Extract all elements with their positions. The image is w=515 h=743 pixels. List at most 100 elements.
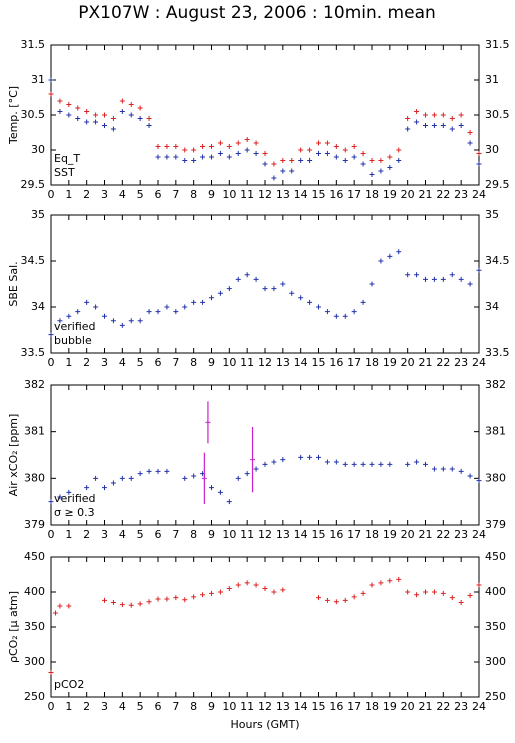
data-point xyxy=(235,475,241,481)
data-point xyxy=(102,485,107,491)
data-point xyxy=(128,318,134,324)
x-tick-label: 5 xyxy=(137,528,144,541)
plot-frame xyxy=(50,556,480,698)
x-tick-label: 21 xyxy=(419,356,433,369)
data-point xyxy=(84,109,90,114)
data-point xyxy=(378,168,384,174)
data-point xyxy=(405,272,411,278)
data-point xyxy=(396,158,402,163)
data-point xyxy=(209,295,214,301)
data-point xyxy=(298,147,304,153)
data-point xyxy=(449,466,455,472)
y-tick-label: 29.5 xyxy=(485,178,510,191)
x-tick-label: 7 xyxy=(172,528,179,541)
data-point xyxy=(75,105,81,111)
plot-frame xyxy=(50,214,480,354)
data-point xyxy=(146,123,152,128)
x-tick-label: 12 xyxy=(258,188,272,201)
data-point xyxy=(467,130,473,135)
x-tick-label: 15 xyxy=(312,700,326,713)
y-tick-label: 380 xyxy=(24,471,45,484)
x-tick-label: 21 xyxy=(419,188,433,201)
x-tick-label: 3 xyxy=(101,188,108,201)
data-point xyxy=(405,461,411,467)
x-tick-label: 1 xyxy=(65,700,72,713)
data-point xyxy=(84,485,90,491)
data-point xyxy=(262,586,268,591)
x-tick-label: 16 xyxy=(329,700,343,713)
data-point xyxy=(414,592,420,598)
x-tick-label: 23 xyxy=(454,700,468,713)
data-point xyxy=(209,590,214,596)
data-point xyxy=(191,147,197,153)
data-point xyxy=(209,485,214,491)
x-tick-label: 0 xyxy=(48,188,55,201)
data-point xyxy=(458,276,464,282)
data-point xyxy=(378,580,384,586)
data-point xyxy=(369,461,375,467)
data-point xyxy=(431,123,437,128)
data-point xyxy=(351,461,357,467)
data-point xyxy=(110,126,116,132)
y-tick-label: 30 xyxy=(485,143,499,156)
y-tick-label: 31 xyxy=(485,73,499,86)
x-tick-label: 10 xyxy=(222,528,236,541)
data-point xyxy=(333,154,339,160)
data-point xyxy=(244,272,250,278)
x-tick-label: 24 xyxy=(472,356,486,369)
y-tick-label: 382 xyxy=(24,378,45,391)
x-tick-label: 2 xyxy=(83,188,90,201)
data-point xyxy=(476,161,482,167)
y-tick-label: 34.5 xyxy=(21,254,46,267)
y-tick-label: 350 xyxy=(24,620,45,633)
data-point xyxy=(316,595,321,601)
x-tick-label: 15 xyxy=(312,356,326,369)
data-point xyxy=(200,144,206,149)
x-tick-label: 7 xyxy=(172,356,179,369)
data-point xyxy=(307,454,313,460)
data-point xyxy=(155,468,161,474)
data-point xyxy=(250,457,256,463)
data-point xyxy=(271,286,277,292)
data-point xyxy=(191,299,197,305)
data-point xyxy=(146,309,152,315)
data-point xyxy=(289,158,295,163)
data-point xyxy=(182,147,188,153)
data-point xyxy=(217,151,223,156)
y-tick-label: 33.5 xyxy=(485,346,510,359)
data-point xyxy=(253,151,259,156)
x-tick-label: 0 xyxy=(48,356,55,369)
x-tick-label: 9 xyxy=(208,356,215,369)
x-tick-label: 18 xyxy=(365,188,379,201)
data-point xyxy=(360,461,366,467)
data-point xyxy=(137,116,143,121)
data-point xyxy=(200,299,206,305)
data-point xyxy=(119,98,125,104)
x-tick-label: 1 xyxy=(65,356,72,369)
data-point xyxy=(128,112,134,118)
data-point xyxy=(324,597,330,603)
data-point xyxy=(351,144,357,149)
data-point xyxy=(253,466,259,472)
x-tick-label: 18 xyxy=(365,356,379,369)
data-point xyxy=(449,116,455,121)
data-point xyxy=(75,116,81,121)
data-point xyxy=(396,147,402,153)
y-tick-label: 31.5 xyxy=(21,38,46,51)
data-point xyxy=(235,140,241,146)
data-point xyxy=(128,102,134,107)
y-tick-label: 381 xyxy=(24,425,45,438)
data-point xyxy=(217,290,223,296)
data-point xyxy=(173,309,179,315)
data-point xyxy=(182,304,188,310)
data-point xyxy=(324,151,330,156)
data-point xyxy=(137,471,143,477)
data-point xyxy=(467,593,473,598)
data-point xyxy=(244,147,250,153)
x-tick-label: 20 xyxy=(401,356,415,369)
data-point xyxy=(280,158,286,163)
data-point xyxy=(235,276,241,282)
data-point xyxy=(440,112,446,118)
data-point xyxy=(155,596,161,602)
data-point xyxy=(201,475,207,481)
